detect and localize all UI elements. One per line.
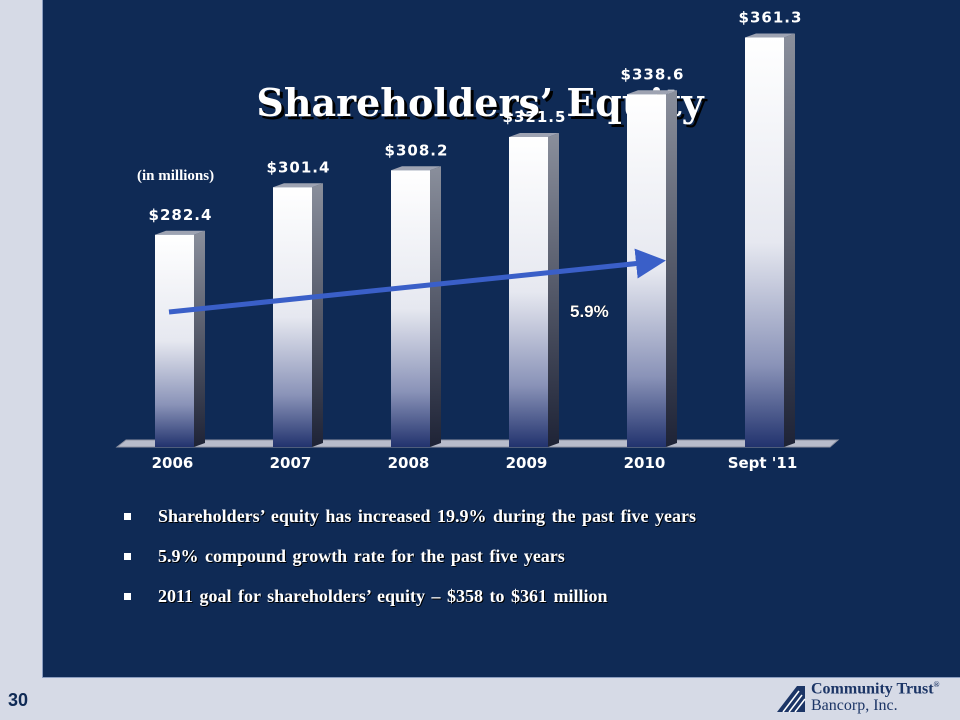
logo-text-line1: Community Trust® (811, 680, 940, 698)
bar (391, 170, 430, 447)
bar-top (509, 133, 559, 137)
trend-arrow (168, 248, 666, 315)
logo-text-line2: Bancorp, Inc. (811, 697, 898, 714)
bullet-item: 2011 goal for shareholders’ equity – $35… (120, 585, 696, 625)
bar-top (273, 183, 323, 188)
chart-floor (115, 439, 840, 448)
bar-side (194, 230, 205, 447)
company-logo: Community Trust® Bancorp, Inc. (775, 680, 955, 716)
bar-value-label: $301.4 (267, 158, 331, 176)
bar (627, 94, 666, 447)
category-label: Sept '11 (728, 454, 798, 472)
bullet-marker (124, 553, 131, 560)
bullet-list: Shareholders’ equity has increased 19.9%… (120, 505, 696, 625)
bar-side (784, 33, 795, 447)
bar (155, 234, 194, 447)
bullet-marker (124, 593, 131, 600)
page-number: 30 (8, 690, 29, 710)
bar-value-label: $361.3 (739, 9, 803, 27)
bar-side (548, 133, 559, 447)
category-label: 2007 (270, 454, 312, 472)
bar-side (666, 90, 677, 447)
category-label: 2008 (388, 454, 430, 472)
category-label: 2009 (506, 454, 548, 472)
bar (509, 137, 548, 447)
bar-top (391, 166, 441, 171)
bar-value-label: $338.6 (621, 65, 685, 83)
equity-bar-chart: 2006 2007 2008 2009 2010 Sept '11 $282.4 $301.… (115, 9, 840, 472)
bar (273, 187, 312, 447)
units-note: (in millions) (137, 168, 215, 184)
category-label: 2006 (152, 454, 194, 472)
bullet-marker (124, 513, 131, 520)
bar-top (627, 90, 677, 95)
bullet-item: 5.9% compound growth rate for the past f… (120, 545, 696, 585)
bullet-item: Shareholders’ equity has increased 19.9%… (120, 505, 696, 545)
bar-value-label: $308.2 (385, 141, 449, 159)
trend-label: 5.9% (570, 302, 609, 321)
bar-side (312, 183, 323, 447)
bar (745, 37, 784, 447)
bar-side (430, 166, 441, 447)
logo-mark-icon (777, 686, 806, 713)
bar-top (745, 33, 795, 38)
bar-value-label: $321.5 (503, 108, 567, 126)
category-label: 2010 (624, 454, 666, 472)
bar-value-label: $282.4 (149, 206, 213, 224)
bar-top (155, 230, 205, 235)
